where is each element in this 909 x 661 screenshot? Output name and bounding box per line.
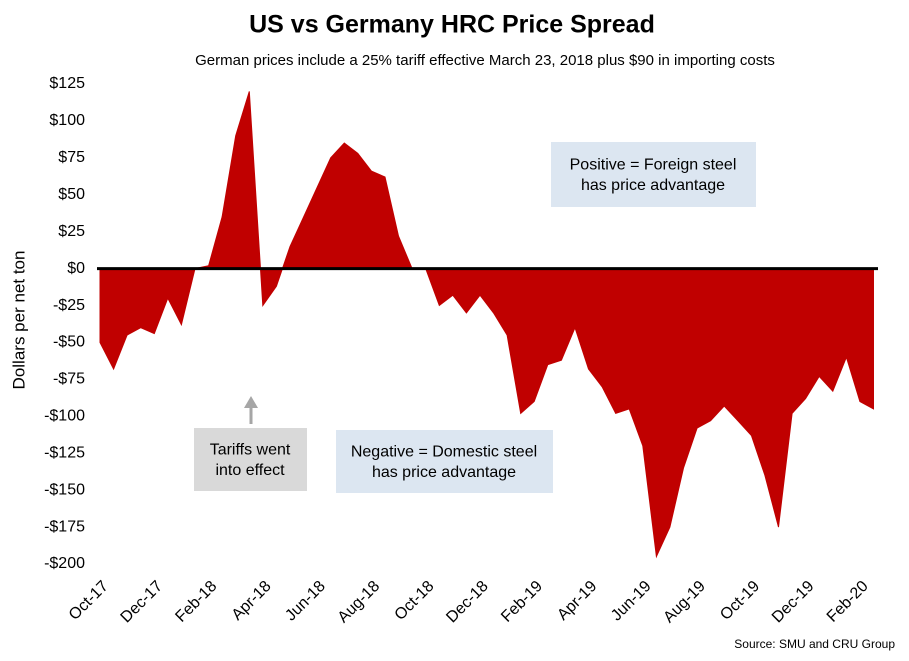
y-tick-label: -$25 bbox=[53, 297, 85, 314]
x-tick-label: Oct-18 bbox=[392, 578, 438, 624]
x-tick-label: Dec-19 bbox=[769, 578, 818, 627]
x-tick-label: Dec-18 bbox=[443, 578, 492, 627]
y-tick-label: -$100 bbox=[44, 408, 85, 425]
annotation-box bbox=[551, 142, 756, 207]
annotation: Positive = Foreign steel has price advant… bbox=[570, 157, 737, 195]
arrow-head bbox=[244, 396, 258, 408]
x-tick-label: Oct-19 bbox=[717, 578, 763, 624]
x-tick-label: Feb-19 bbox=[498, 578, 546, 626]
y-tick-label: $25 bbox=[58, 223, 85, 240]
x-tick-label: Aug-18 bbox=[335, 578, 384, 627]
x-tick-label: Jun-18 bbox=[282, 578, 329, 625]
y-axis-label: Dollars per net ton bbox=[9, 251, 28, 390]
y-tick-label: $75 bbox=[58, 149, 85, 166]
x-tick-label: Dec-17 bbox=[118, 578, 167, 627]
y-tick-label: $125 bbox=[49, 75, 85, 92]
y-tick-label: $0 bbox=[67, 260, 85, 277]
y-tick-label: -$50 bbox=[53, 334, 85, 351]
x-tick-label: Feb-20 bbox=[824, 578, 872, 626]
x-tick-label: Apr-18 bbox=[229, 578, 275, 624]
annotation-box bbox=[336, 430, 553, 493]
annotation-box bbox=[194, 428, 307, 491]
y-tick-label: -$75 bbox=[53, 371, 85, 388]
annotation: Negative = Domestic steel has price advan… bbox=[351, 444, 537, 482]
annotation: Tariffs went into effect bbox=[210, 442, 291, 480]
y-tick-label: -$200 bbox=[44, 555, 85, 572]
y-tick-label: -$175 bbox=[44, 518, 85, 535]
chart-title: US vs Germany HRC Price Spread bbox=[249, 11, 655, 39]
area bbox=[99, 91, 875, 559]
x-tick-label: Oct-17 bbox=[66, 578, 112, 624]
x-tick-label: Feb-18 bbox=[172, 578, 220, 626]
x-tick-label: Jun-19 bbox=[608, 578, 655, 625]
chart-subtitle: German prices include a 25% tariff effec… bbox=[195, 52, 775, 69]
x-tick-label: Aug-19 bbox=[660, 578, 709, 627]
y-tick-label: -$150 bbox=[44, 481, 85, 498]
y-tick-label: -$125 bbox=[44, 444, 85, 461]
y-tick-label: $100 bbox=[49, 112, 85, 129]
y-tick-label: $50 bbox=[58, 186, 85, 203]
source: Source: SMU and CRU Group bbox=[734, 637, 895, 651]
x-tick-label: Apr-19 bbox=[554, 578, 600, 624]
